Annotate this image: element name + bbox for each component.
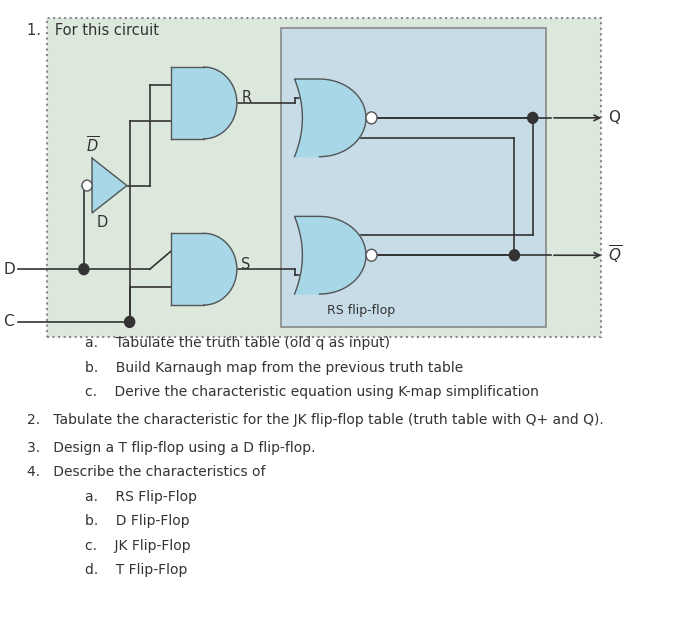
- Text: a.    Tabulate the truth table (old q as input): a. Tabulate the truth table (old q as in…: [85, 336, 390, 350]
- Circle shape: [79, 263, 89, 275]
- Bar: [47, 19, 601, 337]
- Polygon shape: [295, 79, 366, 157]
- Text: 1.   For this circuit: 1. For this circuit: [27, 23, 159, 38]
- Circle shape: [82, 180, 92, 191]
- Polygon shape: [204, 233, 237, 305]
- Polygon shape: [204, 67, 237, 139]
- Text: b.    Build Karnaugh map from the previous truth table: b. Build Karnaugh map from the previous …: [85, 361, 463, 375]
- Circle shape: [366, 249, 377, 261]
- Circle shape: [528, 112, 538, 123]
- Bar: [281, 28, 547, 327]
- Text: 3.   Design a T flip-flop using a D flip-flop.: 3. Design a T flip-flop using a D flip-f…: [27, 441, 316, 455]
- Text: b.    D Flip-Flop: b. D Flip-Flop: [85, 514, 190, 528]
- Text: c.    Derive the characteristic equation using K-map simplification: c. Derive the characteristic equation us…: [85, 385, 538, 399]
- Circle shape: [510, 250, 519, 261]
- Text: c.    JK Flip-Flop: c. JK Flip-Flop: [85, 539, 190, 553]
- Text: RS flip-flop: RS flip-flop: [327, 304, 395, 317]
- Circle shape: [125, 317, 134, 328]
- Bar: [171, 233, 204, 305]
- Text: R: R: [241, 91, 251, 106]
- Bar: [171, 67, 204, 139]
- Text: $\overline{D}$: $\overline{D}$: [86, 136, 99, 156]
- Text: a.    RS Flip-Flop: a. RS Flip-Flop: [85, 490, 197, 503]
- Polygon shape: [92, 158, 127, 213]
- Circle shape: [366, 112, 377, 124]
- Text: $\overline{Q}$: $\overline{Q}$: [608, 244, 622, 267]
- Text: D: D: [4, 262, 15, 276]
- Text: 2.   Tabulate the characteristic for the JK flip-flop table (truth table with Q+: 2. Tabulate the characteristic for the J…: [27, 413, 604, 427]
- Polygon shape: [295, 217, 366, 294]
- Text: Q: Q: [608, 110, 620, 125]
- Text: S: S: [241, 257, 251, 271]
- Text: d.    T Flip-Flop: d. T Flip-Flop: [85, 563, 187, 578]
- Text: C: C: [4, 315, 14, 329]
- Text: D: D: [97, 215, 108, 230]
- Text: 4.   Describe the characteristics of: 4. Describe the characteristics of: [27, 465, 265, 479]
